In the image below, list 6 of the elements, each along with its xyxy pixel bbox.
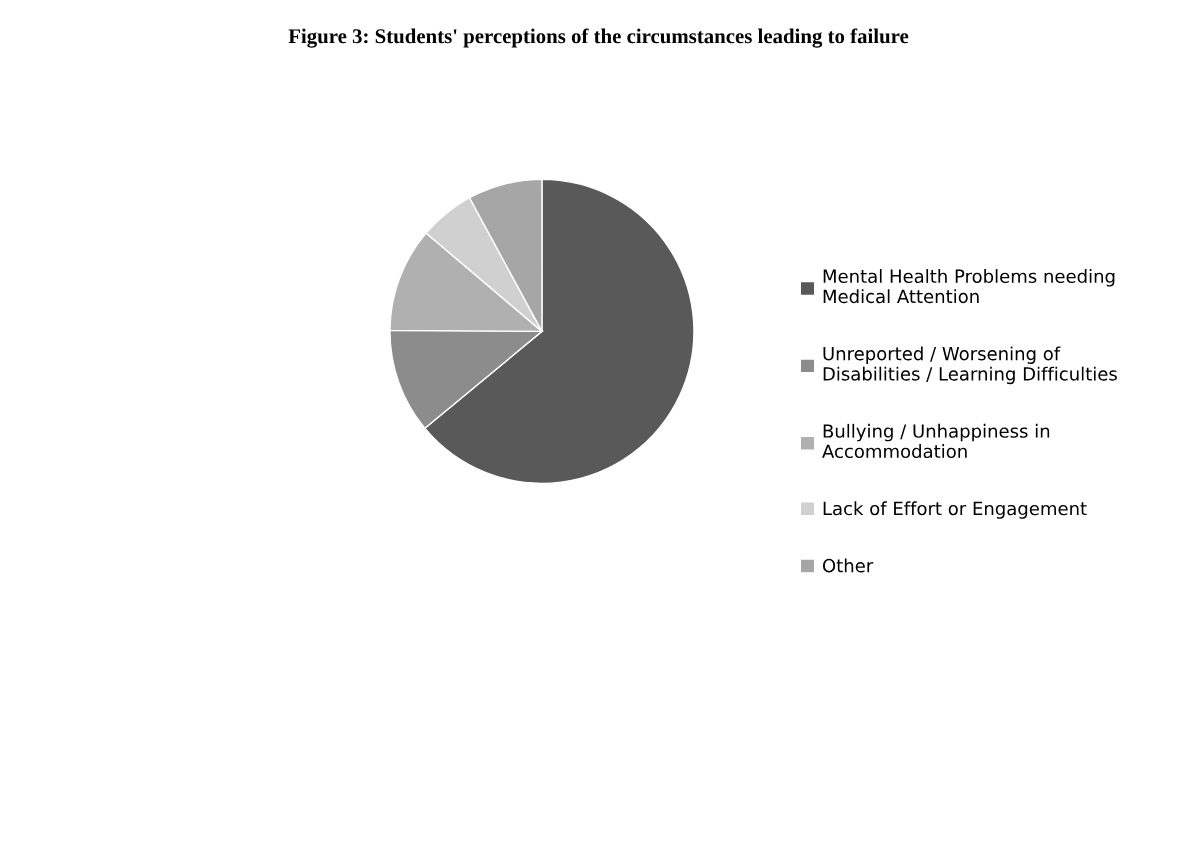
legend-label: Mental Health Problems needing Medical Attention [823,269,1115,304]
legend-label: Other [822,558,874,573]
chart-title: Figure 3: Students' perceptions of the circumstances leading to failure [288,28,909,48]
legend-label: Lack of Effort or Engagement [823,501,1087,519]
legend-label: Unreported / Worsening of Disabilities / Learning Difficulties [823,346,1117,385]
legend-label: Bullying / Unhappiness in Accommodation [822,423,1050,459]
